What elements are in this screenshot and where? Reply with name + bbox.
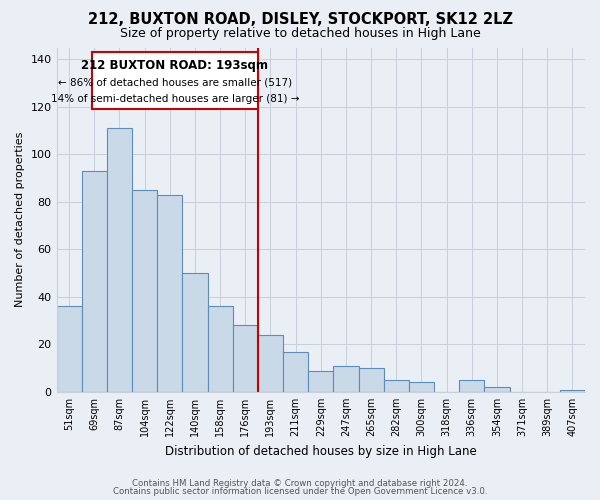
Bar — [334, 366, 359, 392]
Bar — [132, 190, 157, 392]
Bar — [82, 171, 107, 392]
Bar — [208, 306, 233, 392]
Bar — [383, 380, 409, 392]
Text: 14% of semi-detached houses are larger (81) →: 14% of semi-detached houses are larger (… — [50, 94, 299, 104]
Bar — [56, 306, 82, 392]
Bar — [359, 368, 383, 392]
Bar — [308, 370, 334, 392]
Bar — [157, 195, 182, 392]
Bar — [560, 390, 585, 392]
Bar — [258, 335, 283, 392]
Text: 212, BUXTON ROAD, DISLEY, STOCKPORT, SK12 2LZ: 212, BUXTON ROAD, DISLEY, STOCKPORT, SK1… — [88, 12, 512, 28]
Bar — [459, 380, 484, 392]
Bar — [283, 352, 308, 392]
Text: Size of property relative to detached houses in High Lane: Size of property relative to detached ho… — [119, 28, 481, 40]
Bar — [107, 128, 132, 392]
Y-axis label: Number of detached properties: Number of detached properties — [15, 132, 25, 308]
Bar — [233, 326, 258, 392]
Text: Contains public sector information licensed under the Open Government Licence v3: Contains public sector information licen… — [113, 487, 487, 496]
Text: ← 86% of detached houses are smaller (517): ← 86% of detached houses are smaller (51… — [58, 77, 292, 87]
Bar — [484, 387, 509, 392]
X-axis label: Distribution of detached houses by size in High Lane: Distribution of detached houses by size … — [165, 444, 476, 458]
Bar — [409, 382, 434, 392]
Bar — [182, 273, 208, 392]
Text: Contains HM Land Registry data © Crown copyright and database right 2024.: Contains HM Land Registry data © Crown c… — [132, 478, 468, 488]
FancyBboxPatch shape — [92, 52, 258, 110]
Text: 212 BUXTON ROAD: 193sqm: 212 BUXTON ROAD: 193sqm — [82, 60, 268, 72]
